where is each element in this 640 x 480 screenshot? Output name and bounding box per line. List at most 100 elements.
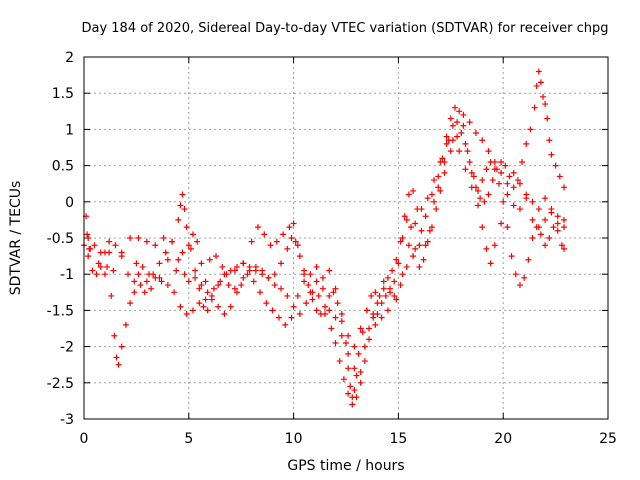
data-point-marker [485, 148, 492, 155]
data-point-marker [374, 300, 381, 307]
data-point-marker [447, 115, 454, 122]
data-point-marker [466, 158, 473, 165]
data-point-marker [204, 289, 211, 296]
data-point-marker [175, 256, 182, 263]
data-point-marker [127, 235, 134, 241]
data-point-marker [250, 278, 257, 285]
data-point-marker [560, 224, 567, 231]
data-point-marker [240, 274, 247, 281]
data-point-marker [351, 387, 358, 394]
data-point-marker [464, 148, 471, 155]
data-point-marker [156, 274, 163, 281]
data-point-marker [537, 79, 544, 86]
data-point-marker [187, 245, 194, 252]
data-point-marker [489, 177, 496, 184]
data-point-marker [231, 285, 238, 292]
data-point-marker [552, 162, 559, 169]
data-point-marker [307, 289, 314, 296]
data-point-marker [313, 278, 320, 285]
data-point-marker [338, 311, 345, 318]
data-point-marker [91, 242, 98, 249]
data-point-marker [475, 202, 482, 209]
data-point-marker [527, 126, 534, 133]
data-point-marker [112, 242, 119, 249]
data-point-marker [554, 227, 561, 234]
data-point-marker [529, 216, 536, 223]
data-point-marker [542, 242, 549, 249]
data-point-marker [106, 238, 113, 245]
data-point-marker [192, 274, 199, 281]
data-point-marker [502, 162, 509, 169]
data-point-marker [162, 249, 169, 256]
data-point-marker [399, 235, 406, 241]
data-point-marker [127, 300, 134, 307]
data-point-marker [357, 325, 364, 332]
data-point-marker [194, 238, 201, 245]
data-point-marker [366, 336, 373, 343]
x-tick-label: 20 [494, 431, 512, 447]
data-point-marker [504, 180, 511, 187]
data-point-marker [164, 256, 171, 263]
data-point-marker [89, 267, 96, 274]
data-point-marker [113, 354, 120, 361]
data-point-marker [439, 155, 446, 162]
data-point-marker [145, 271, 152, 278]
data-point-marker [424, 238, 431, 245]
data-point-marker [332, 339, 339, 346]
data-point-marker [468, 169, 475, 176]
x-tick-label: 0 [80, 431, 89, 447]
data-point-marker [97, 249, 104, 256]
data-point-marker [433, 206, 440, 213]
data-point-marker [466, 119, 473, 126]
data-point-marker [477, 195, 484, 202]
data-point-marker [376, 292, 383, 299]
x-tick-label: 5 [184, 431, 193, 447]
y-tick-label: -0.5 [47, 231, 74, 247]
data-point-marker [208, 292, 215, 299]
data-point-marker [231, 267, 238, 274]
data-point-marker [504, 191, 511, 198]
data-point-marker [500, 198, 507, 205]
data-point-marker [217, 278, 224, 285]
data-point-marker [468, 184, 475, 191]
data-point-marker [470, 173, 477, 180]
data-point-marker [422, 213, 429, 220]
data-point-marker [141, 289, 148, 296]
data-point-marker [374, 311, 381, 318]
data-markers [81, 68, 567, 408]
data-point-marker [391, 278, 398, 285]
data-point-marker [510, 202, 517, 209]
data-point-marker [290, 220, 297, 227]
data-point-marker [183, 224, 190, 231]
data-point-marker [118, 343, 125, 350]
data-point-marker [343, 339, 349, 346]
data-point-marker [560, 245, 567, 252]
data-point-marker [345, 332, 352, 339]
data-point-marker [506, 173, 513, 180]
data-point-marker [363, 307, 370, 314]
data-point-marker [345, 350, 352, 357]
data-point-marker [523, 191, 530, 198]
data-point-marker [206, 256, 213, 263]
data-point-marker [336, 358, 343, 365]
data-point-marker [181, 271, 188, 278]
data-point-marker [521, 274, 528, 281]
data-point-marker [387, 285, 394, 292]
data-point-marker [122, 321, 129, 328]
plot-frame [83, 56, 609, 420]
data-point-marker [301, 271, 308, 278]
data-point-marker [491, 166, 498, 173]
data-point-marker [351, 343, 358, 350]
data-point-marker [525, 256, 532, 263]
data-point-marker [95, 260, 102, 267]
data-point-marker [435, 184, 442, 191]
data-point-marker [540, 93, 547, 100]
data-point-marker [416, 263, 423, 270]
data-point-marker [225, 282, 232, 289]
data-point-marker [542, 216, 549, 223]
data-point-marker [257, 289, 264, 296]
data-point-marker [542, 101, 549, 108]
data-point-marker [508, 253, 515, 260]
data-point-marker [252, 263, 259, 270]
